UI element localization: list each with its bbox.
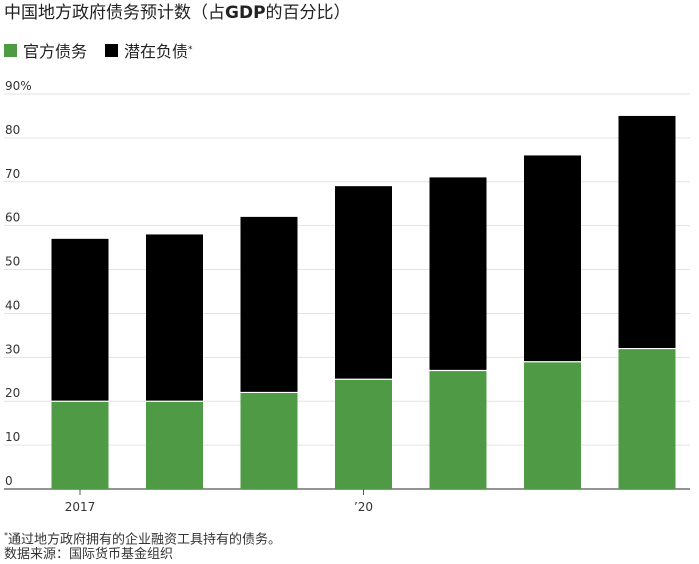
- bar-official-debt-6: [618, 348, 676, 489]
- y-tick-label-70: 70: [5, 167, 20, 181]
- bar-contingent-liabilities-5: [524, 155, 581, 362]
- axes: 0 10 20 30 40 50 60 70 80 90% 2017 ’20: [5, 79, 373, 514]
- legend-swatch-official-debt: [4, 43, 17, 57]
- source-note: 数据来源：国际货币基金组织: [4, 547, 174, 562]
- chart-title-tail: 的百分比）: [265, 3, 351, 23]
- legend-item-contingent-liabilities: 潜在负债 *: [105, 38, 193, 62]
- bar-contingent-liabilities-6: [618, 115, 676, 349]
- y-tick-label-0: 0: [5, 474, 13, 488]
- x-tick-label-3: ’20: [354, 500, 373, 514]
- bar-official-debt-4: [429, 370, 487, 489]
- legend-swatch-contingent-liabilities: [105, 43, 119, 57]
- chart-legend: 官方债务 潜在负债 *: [4, 38, 211, 62]
- y-tick-label-30: 30: [5, 342, 20, 356]
- chart-title-gdp: GDP: [225, 3, 266, 23]
- y-tick-label-40: 40: [5, 298, 20, 312]
- bar-contingent-liabilities-0: [51, 238, 109, 402]
- y-tick-label-60: 60: [5, 211, 20, 225]
- y-tick-label-50: 50: [5, 255, 20, 269]
- bar-official-debt-3: [335, 379, 392, 489]
- stacked-bar-chart: 0 10 20 30 40 50 60 70 80 90% 2017 ’20: [4, 79, 690, 514]
- footnote-text: 通过地方政府拥有的企业融资工具持有的债务。: [8, 532, 282, 548]
- footnote-mark: *: [4, 531, 8, 540]
- footnote: *通过地方政府拥有的企业融资工具持有的债务。: [4, 527, 281, 548]
- y-tick-label-80: 80: [5, 123, 20, 137]
- bars: [51, 115, 676, 489]
- legend-footnote-mark: *: [188, 45, 193, 55]
- bar-contingent-liabilities-3: [335, 186, 392, 380]
- legend-label-contingent-liabilities: 潜在负债: [124, 42, 189, 61]
- legend-item-official-debt: 官方债务: [4, 38, 87, 62]
- y-tick-label-10: 10: [5, 430, 20, 444]
- bar-contingent-liabilities-2: [240, 216, 298, 393]
- bar-official-debt-2: [240, 392, 298, 489]
- y-tick-label-20: 20: [5, 386, 20, 400]
- bar-official-debt-5: [524, 361, 581, 489]
- chart-title: 中国地方政府债务预计数（占GDP的百分比）: [4, 2, 351, 24]
- chart-title-main: 中国地方政府债务预计数（占: [4, 3, 225, 23]
- bar-contingent-liabilities-1: [146, 234, 203, 402]
- x-tick-label-0: 2017: [65, 500, 96, 514]
- bar-contingent-liabilities-4: [429, 177, 487, 371]
- bar-official-debt-0: [51, 401, 109, 489]
- legend-label-official-debt: 官方债务: [23, 42, 88, 61]
- y-tick-label-90: 90%: [5, 79, 32, 93]
- bar-official-debt-1: [146, 401, 203, 489]
